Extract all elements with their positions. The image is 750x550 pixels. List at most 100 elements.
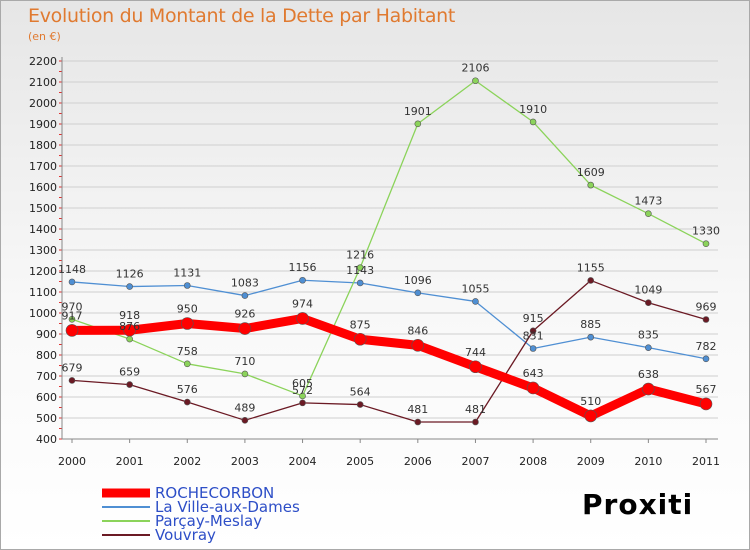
y-tick-label: 800 (36, 349, 57, 362)
series-lines (65, 77, 713, 426)
data-point (68, 315, 76, 323)
data-label: 1055 (461, 282, 489, 295)
data-point (469, 360, 482, 374)
data-point (238, 322, 252, 335)
data-point (526, 381, 540, 395)
x-tick-label: 2010 (634, 455, 662, 468)
data-point (299, 276, 306, 284)
data-point (241, 417, 249, 424)
data-label: 638 (638, 368, 659, 381)
data-label: 1910 (519, 103, 547, 116)
y-tick-label: 400 (36, 433, 57, 446)
data-point (241, 292, 249, 299)
data-label: 510 (580, 395, 601, 408)
y-tick-label: 1600 (29, 181, 57, 194)
data-label: 481 (407, 403, 428, 416)
y-tick-label: 2200 (29, 55, 57, 68)
data-label: 1901 (404, 105, 432, 118)
data-point (68, 278, 76, 286)
data-point (183, 398, 191, 406)
data-point (645, 344, 652, 351)
data-point (587, 277, 595, 284)
data-label: 970 (62, 300, 83, 313)
legend-label: La Ville-aux-Dames (155, 498, 300, 516)
y-tick-label: 600 (36, 391, 57, 404)
data-label: 846 (407, 324, 428, 337)
data-point (299, 392, 306, 400)
y-tick-label: 1800 (29, 139, 57, 152)
data-point (702, 240, 710, 247)
data-label: 926 (234, 308, 255, 321)
data-point (123, 323, 136, 337)
data-label: 950 (177, 303, 198, 316)
x-tick-label: 2002 (173, 455, 201, 468)
x-tick-label: 2003 (231, 455, 259, 468)
data-label: 1131 (173, 266, 201, 279)
data-point (414, 120, 422, 128)
x-tick-label: 2001 (116, 455, 144, 468)
logo-text: Proxiti (582, 488, 694, 521)
data-point (65, 324, 79, 337)
data-point (702, 316, 710, 323)
data-label: 564 (350, 386, 371, 399)
data-label: 1126 (116, 268, 144, 281)
x-tick-label: 2008 (519, 455, 547, 468)
x-tick-label: 2009 (577, 455, 605, 468)
y-tick-label: 1100 (29, 286, 57, 299)
chart-subtitle: (en €) (28, 30, 61, 43)
data-label: 605 (292, 377, 313, 390)
data-point (241, 370, 249, 378)
data-label: 567 (696, 383, 717, 396)
data-point (472, 77, 479, 85)
data-label: 1330 (692, 225, 720, 238)
data-label: 1155 (577, 261, 605, 274)
data-point (645, 299, 652, 307)
data-label: 831 (523, 329, 544, 342)
x-tick-label: 2011 (692, 455, 720, 468)
data-label: 875 (350, 318, 371, 331)
series-rochecorbon (65, 312, 713, 423)
data-label: 1083 (231, 277, 259, 290)
data-label: 481 (465, 403, 486, 416)
data-point (529, 118, 537, 126)
x-tick-label: 2005 (346, 455, 374, 468)
data-label: 576 (177, 383, 198, 396)
chart-title: Evolution du Montant de la Dette par Hab… (28, 5, 456, 27)
data-point (699, 397, 713, 411)
y-tick-label: 1500 (29, 202, 57, 215)
data-point (702, 355, 710, 363)
data-labels: 1148 1126 1131 1083 1156 1143 1096 1055 831 885 83… (58, 62, 720, 416)
series-vouvray (68, 277, 710, 426)
y-tick-label: 1900 (29, 118, 57, 131)
y-tick-label: 1700 (29, 160, 57, 173)
data-label: 915 (523, 312, 544, 325)
data-point (356, 264, 364, 271)
data-label: 643 (523, 367, 544, 380)
data-point (584, 409, 598, 423)
data-point (68, 377, 76, 384)
data-label: 659 (119, 366, 140, 379)
data-label: 1096 (404, 274, 432, 287)
data-point (296, 312, 309, 325)
series-par-ay-meslay (68, 77, 710, 400)
x-tick-label: 2004 (289, 455, 317, 468)
data-label: 489 (234, 401, 255, 414)
data-point (126, 381, 133, 388)
data-point (356, 279, 364, 287)
data-point (642, 382, 655, 396)
data-point (299, 399, 306, 407)
y-tick-label: 700 (36, 370, 57, 383)
data-label: 876 (119, 320, 140, 333)
data-label: 1216 (346, 249, 374, 262)
legend-label: Vouvray (155, 526, 216, 544)
data-label: 1609 (577, 166, 605, 179)
data-point (183, 360, 191, 368)
data-point (356, 401, 364, 408)
data-label: 710 (234, 355, 255, 368)
data-point (411, 339, 425, 352)
y-tick-label: 2000 (29, 97, 57, 110)
grid-lines (62, 60, 718, 440)
data-point (180, 317, 194, 330)
data-label: 758 (177, 345, 198, 358)
